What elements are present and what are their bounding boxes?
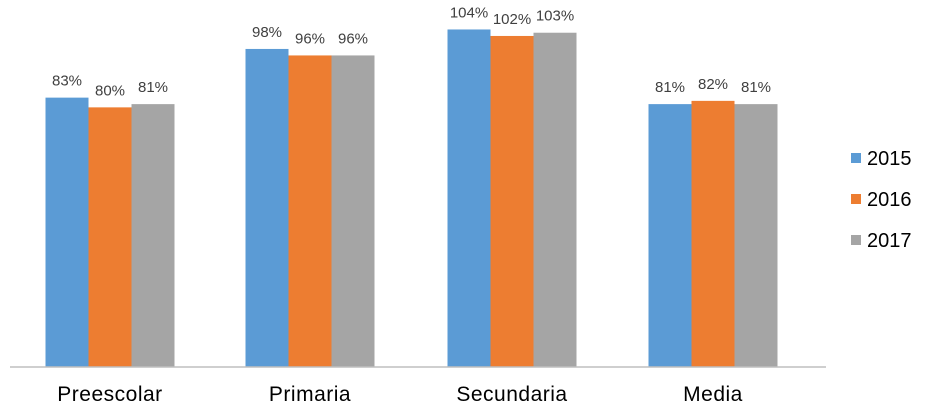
legend: 2015 2016 2017 <box>851 148 912 252</box>
legend-label-2017: 2017 <box>867 230 912 252</box>
data-labels-layer: 83% 80% 81% 98% 96% 96% 104% 102% 103% 81% 82% 81% <box>52 4 771 99</box>
data-label-media-2017: 81% <box>741 79 771 96</box>
data-label-primaria-2015: 98% <box>252 24 282 41</box>
legend-swatch-2015 <box>851 153 861 163</box>
bar-media-2016 <box>691 100 735 367</box>
bar-media-2015 <box>648 104 692 368</box>
category-label-secundaria: Secundaria <box>456 383 567 406</box>
legend-label-2016: 2016 <box>867 189 912 211</box>
data-label-primaria-2017: 96% <box>338 30 368 47</box>
bar-preescolar-2016 <box>88 107 132 367</box>
data-label-media-2015: 81% <box>655 79 685 96</box>
data-label-primaria-2016: 96% <box>295 30 325 47</box>
category-labels-layer: Preescolar Primaria Secundaria Media <box>57 383 743 406</box>
bar-preescolar-2017 <box>131 104 175 368</box>
data-label-secundaria-2016: 102% <box>493 11 531 28</box>
bar-media-2017 <box>734 104 778 368</box>
category-label-media: Media <box>683 383 743 406</box>
data-label-preescolar-2016: 80% <box>95 82 125 99</box>
bar-secundaria-2015 <box>447 29 491 368</box>
data-label-preescolar-2015: 83% <box>52 73 82 90</box>
data-label-preescolar-2017: 81% <box>138 79 168 96</box>
legend-label-2015: 2015 <box>867 148 912 170</box>
bar-secundaria-2017 <box>533 32 577 368</box>
data-label-secundaria-2017: 103% <box>536 8 574 25</box>
bar-primaria-2016 <box>288 55 332 367</box>
bar-preescolar-2015 <box>45 97 89 368</box>
legend-swatch-2017 <box>851 235 861 245</box>
bar-primaria-2017 <box>331 55 375 367</box>
category-label-preescolar: Preescolar <box>57 383 162 406</box>
legend-swatch-2016 <box>851 194 861 204</box>
bar-secundaria-2016 <box>490 35 534 368</box>
bar-primaria-2015 <box>245 48 289 367</box>
data-label-media-2016: 82% <box>698 76 728 93</box>
category-label-primaria: Primaria <box>269 383 351 406</box>
bars-layer <box>45 29 778 368</box>
data-label-secundaria-2015: 104% <box>450 4 488 21</box>
